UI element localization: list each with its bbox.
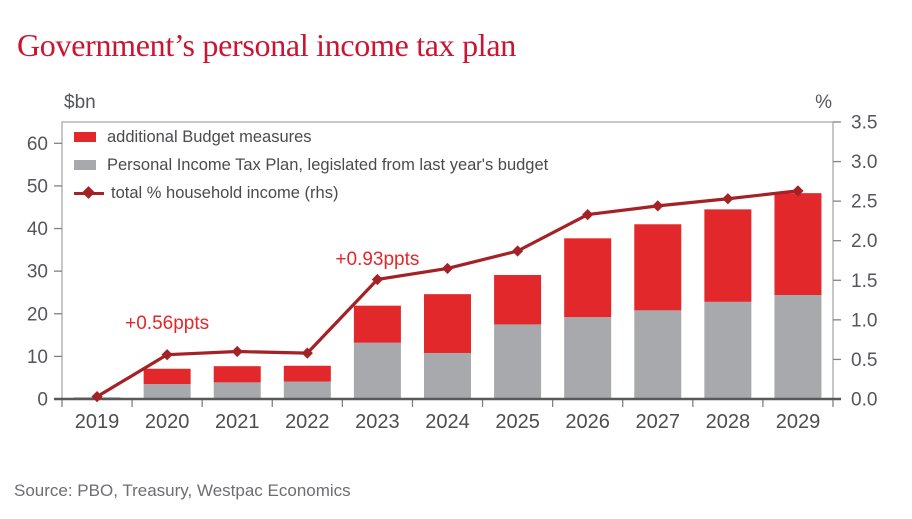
svg-text:2.5: 2.5 (851, 192, 877, 213)
svg-text:40: 40 (27, 219, 48, 240)
line-total-household-income (91, 185, 804, 403)
right-axis-unit-label: % (815, 92, 832, 113)
svg-text:1.5: 1.5 (851, 271, 877, 292)
svg-text:3.5: 3.5 (851, 113, 877, 134)
legend-label-total-household-income: total % household income (rhs) (111, 183, 339, 202)
gray-bar-swatch-icon (74, 160, 96, 170)
svg-text:3.0: 3.0 (851, 152, 877, 173)
bar-segment-pit-2022 (283, 381, 331, 399)
bar-segment-budget-2025 (494, 274, 542, 325)
legend-item-additional-budget-measures: additional Budget measures (74, 123, 548, 151)
svg-text:2026: 2026 (565, 411, 610, 433)
x-axis-year-labels: 2019 2020 2021 2022 2023 2024 2025 2026 2027 2028… (75, 411, 820, 433)
bar-segment-pit-2023 (353, 342, 401, 399)
svg-text:2022: 2022 (285, 411, 330, 433)
bar-segment-budget-2028 (704, 209, 752, 302)
bar-segment-budget-2024 (424, 294, 471, 353)
line-marker-2027 (652, 200, 664, 212)
bar-segment-budget-2022 (283, 365, 331, 382)
red-bar-swatch-icon (74, 132, 96, 142)
axis-tick-labels: 0 10 20 30 40 50 60 0.0 0.5 1.0 1.5 2.0 2.5 3.0 3.5 (27, 113, 878, 411)
bars-additional-budget-measures (143, 193, 822, 385)
bar-segment-pit-2029 (774, 295, 822, 399)
svg-text:2023: 2023 (355, 411, 400, 433)
line-marker-2020 (161, 349, 173, 361)
line-marker-2022 (301, 347, 313, 359)
chart-legend: additional Budget measures Personal Inco… (74, 123, 548, 207)
svg-text:20: 20 (27, 304, 48, 325)
legend-item-personal-income-tax-plan: Personal Income Tax Plan, legislated fro… (74, 151, 548, 179)
svg-text:0.5: 0.5 (851, 350, 877, 371)
line-marker-2023 (371, 273, 384, 286)
line-diamond-marker-swatch-icon (74, 186, 104, 199)
line-marker-2026 (582, 208, 594, 221)
line-marker-2029 (792, 185, 804, 197)
diamond-marker-icon (82, 186, 95, 199)
bar-segment-budget-2027 (634, 224, 682, 311)
svg-text:2028: 2028 (706, 411, 751, 433)
line-marker-2021 (231, 345, 243, 358)
svg-text:2025: 2025 (495, 411, 540, 433)
bars-personal-income-tax-plan (73, 295, 822, 399)
svg-text:0.0: 0.0 (851, 390, 877, 411)
bar-segment-pit-2021 (213, 382, 261, 399)
legend-item-total-household-income: total % household income (rhs) (74, 179, 548, 207)
svg-text:2019: 2019 (75, 411, 120, 433)
bar-segment-pit-2020 (143, 384, 191, 399)
bar-segment-budget-2029 (774, 193, 822, 296)
bar-segment-budget-2023 (353, 305, 401, 343)
svg-text:2.0: 2.0 (851, 231, 877, 252)
svg-text:60: 60 (27, 134, 48, 155)
axis-ticks (54, 121, 841, 407)
bar-segment-budget-2020 (143, 368, 191, 385)
line-marker-2025 (511, 245, 524, 257)
line-marker-2024 (441, 262, 454, 275)
legend-label-additional-budget-measures: additional Budget measures (107, 127, 312, 146)
svg-text:2024: 2024 (425, 411, 470, 433)
annotation-plus-0-56ppts: +0.56ppts (125, 312, 210, 334)
svg-text:2027: 2027 (636, 411, 681, 433)
svg-text:30: 30 (27, 262, 48, 283)
bar-segment-pit-2026 (564, 317, 612, 399)
bar-segment-pit-2028 (704, 301, 752, 399)
source-note: Source: PBO, Treasury, Westpac Economics (14, 481, 351, 500)
bar-segment-budget-2026 (564, 238, 612, 318)
annotation-plus-0-93ppts: +0.93ppts (335, 248, 420, 270)
chart-title: Government’s personal income tax plan (17, 27, 516, 63)
svg-text:1.0: 1.0 (851, 310, 877, 331)
svg-text:2029: 2029 (776, 411, 821, 433)
svg-text:50: 50 (27, 176, 48, 197)
left-axis-unit-label: $bn (64, 92, 96, 113)
svg-text:10: 10 (27, 347, 48, 368)
svg-text:2021: 2021 (215, 411, 260, 433)
bar-segment-pit-2027 (634, 310, 682, 399)
svg-text:0: 0 (37, 390, 48, 411)
legend-label-personal-income-tax-plan: Personal Income Tax Plan, legislated fro… (107, 155, 549, 174)
svg-text:2020: 2020 (145, 411, 190, 433)
bar-segment-pit-2025 (494, 324, 542, 399)
bar-segment-budget-2021 (213, 366, 261, 383)
bar-segment-pit-2024 (424, 352, 471, 399)
line-marker-2019 (91, 391, 103, 403)
line-marker-2028 (722, 193, 734, 205)
